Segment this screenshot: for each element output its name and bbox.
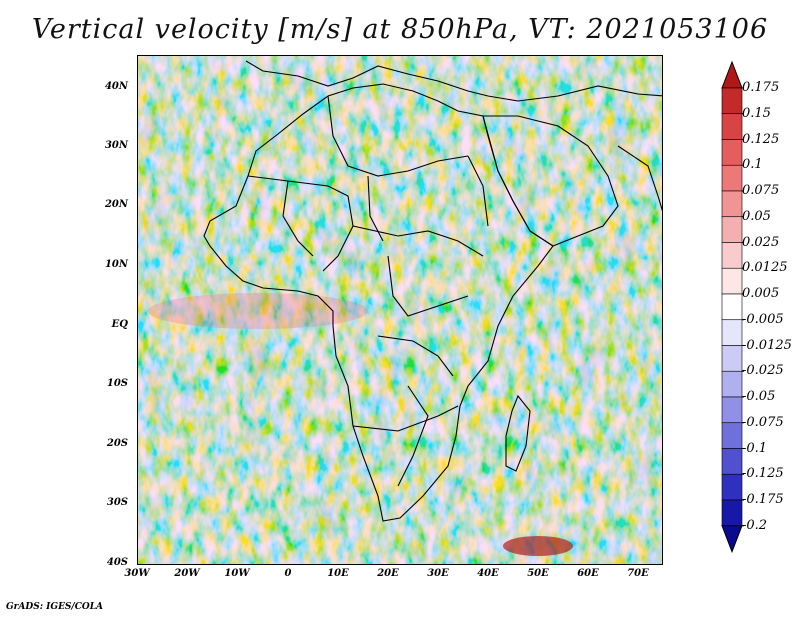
lon-label-30w: 30W [124, 568, 150, 579]
colorbar-label: -0.175 [742, 492, 784, 507]
colorbar-box [721, 216, 743, 243]
colorbar-label: -0.05 [742, 389, 776, 404]
colorbar-box [721, 293, 743, 321]
colorbar-box [721, 473, 743, 501]
colorbar [721, 60, 744, 554]
colorbar-label: 0.05 [742, 208, 771, 224]
colorbar-box [721, 113, 743, 140]
colorbar-box [721, 422, 743, 449]
lat-label-30n: 30N [104, 140, 128, 151]
colorbar-box [721, 87, 743, 115]
grads-credit: GrADS: IGES/COLA [6, 602, 104, 612]
lat-label-40s: 40S [106, 557, 128, 568]
colorbar-box [721, 370, 743, 398]
colorbar-box [721, 242, 743, 269]
lon-label-20w: 20W [174, 568, 200, 579]
lon-label-20e: 20E [377, 568, 399, 579]
colorbar-box [721, 345, 743, 372]
colorbar-box [721, 448, 743, 475]
colorbar-box [721, 164, 743, 192]
map-panel [137, 55, 663, 565]
vertical-velocity-field [138, 56, 662, 564]
colorbar-box [721, 267, 743, 295]
colorbar-label: -0.025 [742, 363, 784, 379]
lat-label-10n: 10N [104, 259, 128, 270]
colorbar-label: 0.075 [742, 183, 780, 198]
colorbar-label: -0.2 [742, 517, 768, 533]
colorbar-label: 0.005 [742, 286, 780, 301]
lat-label-10s: 10S [106, 378, 128, 389]
colorbar-box [721, 499, 743, 527]
colorbar-label: 0.175 [742, 80, 780, 95]
colorbar-label: 0.1 [742, 157, 763, 173]
coastlines [203, 60, 662, 522]
colorbar-box [721, 319, 743, 346]
lon-label-50e: 50E [527, 568, 549, 579]
lat-label-30s: 30S [106, 497, 128, 508]
lat-label-40n: 40N [104, 81, 128, 92]
lon-label-70e: 70E [627, 568, 649, 579]
colorbar-label: 0.125 [742, 131, 780, 147]
colorbar-label: -0.005 [742, 311, 784, 327]
map-title: Vertical velocity [m/s] at 850hPa, VT: 2… [31, 14, 769, 45]
lon-label-10w: 10W [224, 568, 250, 579]
colorbar-label: -0.125 [742, 466, 784, 482]
lon-label-10e: 10E [327, 568, 349, 579]
colorbar-bottom-arrow [721, 525, 743, 554]
colorbar-label: 0.025 [742, 234, 780, 250]
lat-label-20s: 20S [106, 438, 128, 449]
lon-label-0: 0 [284, 568, 292, 579]
colorbar-label: 0.0125 [742, 260, 788, 276]
lon-label-30e: 30E [427, 568, 449, 579]
colorbar-label: -0.075 [742, 414, 784, 430]
lon-label-40e: 40E [477, 568, 499, 579]
colorbar-top-arrow [721, 60, 743, 89]
colorbar-box [721, 396, 743, 424]
lon-label-60e: 60E [577, 568, 599, 579]
colorbar-box [721, 190, 743, 218]
colorbar-label: 0.15 [742, 105, 771, 121]
colorbar-label: -0.1 [742, 440, 768, 456]
lat-label-20n: 20N [104, 199, 128, 210]
colorbar-box [721, 139, 743, 166]
colorbar-label: -0.0125 [742, 337, 792, 353]
lat-label-eq: EQ [111, 319, 128, 330]
